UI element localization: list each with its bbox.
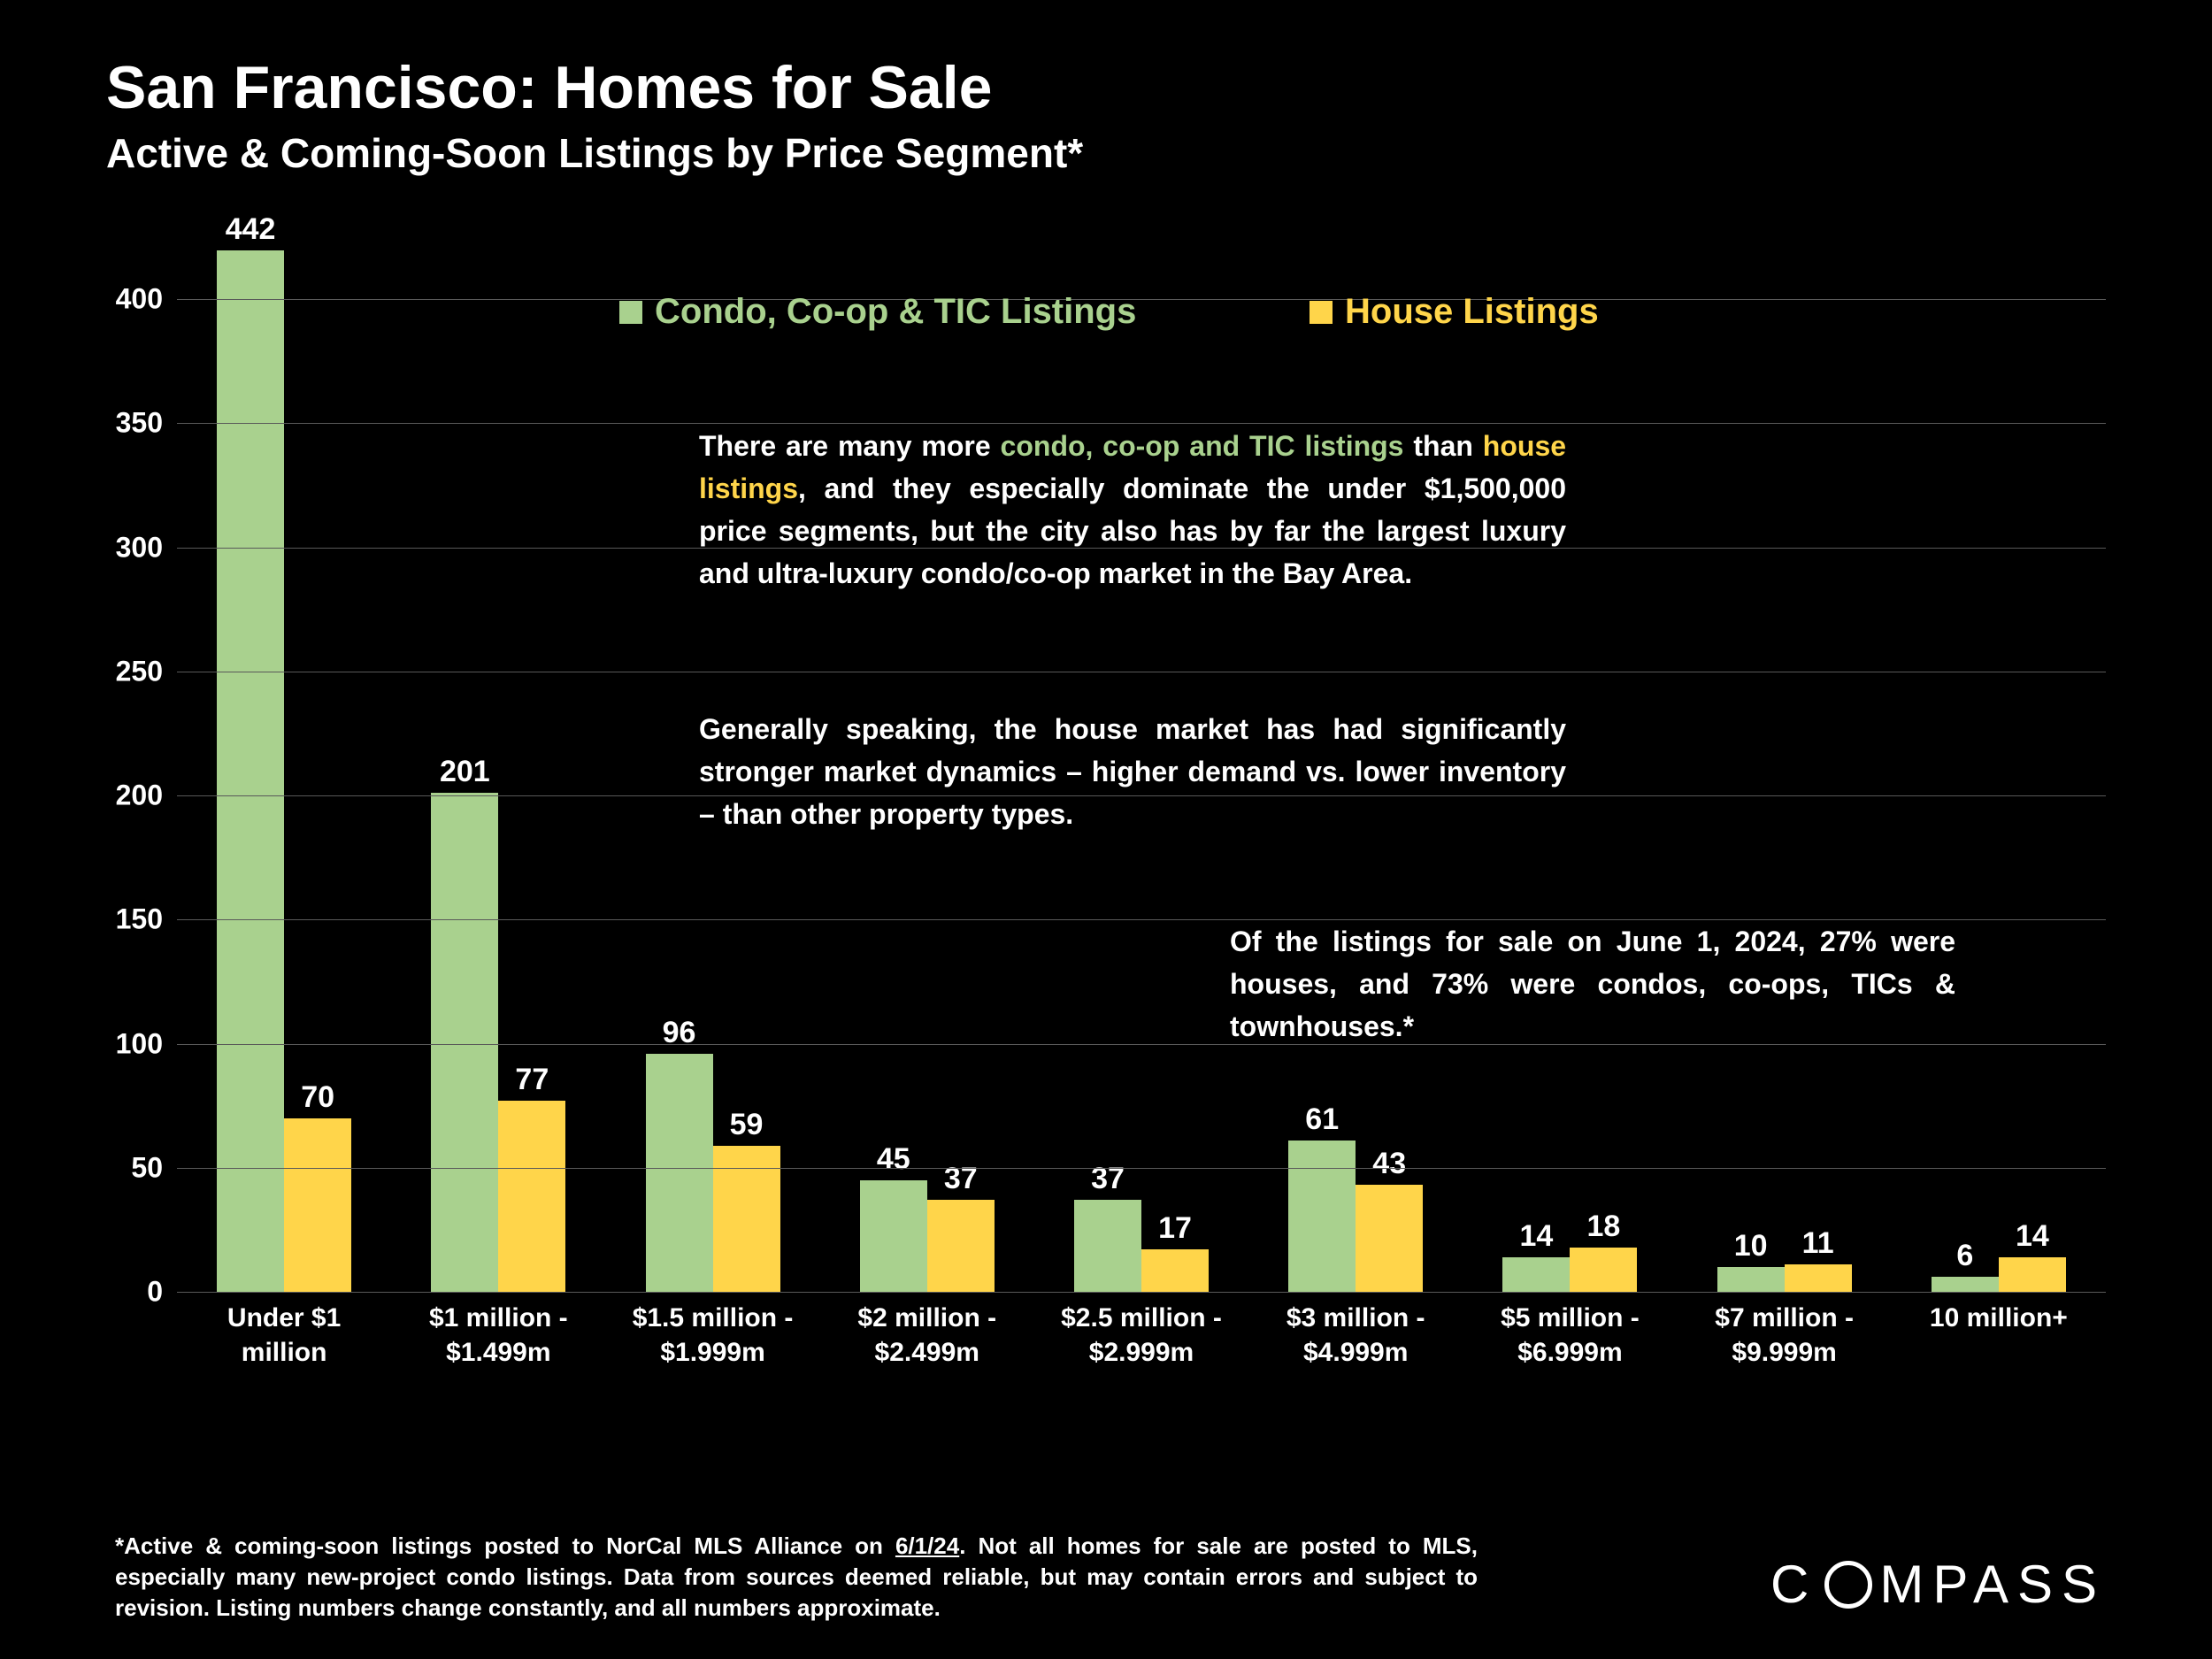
- x-tick-label: 10 million+: [1892, 1292, 2106, 1398]
- legend-label: House Listings: [1345, 292, 1599, 332]
- bar-value-label: 442: [226, 212, 276, 247]
- y-axis: 050100150200250300350400: [106, 212, 177, 1292]
- bar-value-label: 14: [1520, 1219, 1554, 1254]
- legend-label: Condo, Co-op & TIC Listings: [655, 292, 1136, 332]
- bar-wrap: 10: [1717, 212, 1785, 1292]
- annot-2: Generally speaking, the house market has…: [699, 708, 1566, 835]
- gridline: [177, 1168, 2106, 1169]
- slide-root: San Francisco: Homes for Sale Active & C…: [0, 0, 2212, 1659]
- bar: [1999, 1257, 2066, 1292]
- compass-logo: C MPASS: [1770, 1554, 2106, 1615]
- y-tick-label: 300: [116, 531, 163, 564]
- page-subtitle: Active & Coming-Soon Listings by Price S…: [106, 129, 2106, 177]
- bar: [498, 1101, 565, 1292]
- bar-value-label: 61: [1305, 1102, 1339, 1137]
- chart: 0 50 100 150 200 250 300 350 400 442 70 201 77 96 59 4…: [106, 212, 2106, 1398]
- annot-3: Of the listings for sale on June 1, 2024…: [1230, 920, 1955, 1048]
- bar-wrap: 6: [1932, 212, 1999, 1292]
- bar-value-label: 18: [1587, 1210, 1621, 1244]
- bar-wrap: 11: [1785, 212, 1852, 1292]
- bar: [217, 250, 284, 1292]
- plot-area: 4427020177965945373717614314181011614 Co…: [177, 212, 2106, 1292]
- y-tick-label: 100: [116, 1027, 163, 1060]
- bar-value-label: 96: [663, 1016, 696, 1050]
- bar-group: 6 14: [1892, 212, 2106, 1292]
- bar: [1785, 1264, 1852, 1292]
- bar-wrap: 442: [217, 212, 284, 1292]
- bar-value-label: 43: [1372, 1147, 1406, 1181]
- y-tick-label: 150: [116, 903, 163, 936]
- x-tick-label: Under $1million: [177, 1292, 391, 1398]
- bar: [1932, 1277, 1999, 1292]
- bar-value-label: 77: [515, 1063, 549, 1097]
- bar-group: 10 11: [1678, 212, 1892, 1292]
- x-tick-label: $2 million -$2.499m: [820, 1292, 1034, 1398]
- legend-swatch: [619, 301, 642, 324]
- x-tick-label: $3 million -$4.999m: [1248, 1292, 1463, 1398]
- logo-o-icon: [1824, 1561, 1872, 1609]
- legend-item: House Listings: [1310, 292, 1599, 332]
- y-tick-label: 250: [116, 655, 163, 687]
- bar-value-label: 201: [440, 755, 490, 789]
- bar-group: 201 77: [391, 212, 605, 1292]
- bar-wrap: 201: [431, 212, 498, 1292]
- bar-value-label: 10: [1734, 1229, 1768, 1263]
- bar-wrap: 77: [498, 212, 565, 1292]
- bar: [284, 1118, 351, 1292]
- bar: [1074, 1200, 1141, 1292]
- x-tick-label: $2.5 million -$2.999m: [1034, 1292, 1248, 1398]
- bar: [860, 1180, 927, 1292]
- page-title: San Francisco: Homes for Sale: [106, 53, 2106, 122]
- bar: [1570, 1248, 1637, 1292]
- x-axis: Under $1million$1 million -$1.499m$1.5 m…: [177, 1292, 2106, 1398]
- bar-value-label: 45: [877, 1142, 910, 1177]
- bar-value-label: 6: [1956, 1239, 1973, 1273]
- x-tick-label: $1 million -$1.499m: [391, 1292, 605, 1398]
- y-tick-label: 400: [116, 283, 163, 316]
- bar-value-label: 11: [1802, 1226, 1834, 1261]
- bar-wrap: 14: [1999, 212, 2066, 1292]
- bar-value-label: 70: [301, 1080, 334, 1115]
- y-tick-label: 0: [147, 1276, 163, 1309]
- bar: [1502, 1257, 1570, 1292]
- legend-swatch: [1310, 301, 1333, 324]
- bar: [646, 1054, 713, 1292]
- logo-rest: MPASS: [1879, 1554, 2106, 1615]
- bar: [1288, 1141, 1356, 1292]
- bar: [927, 1200, 995, 1292]
- bar: [1356, 1185, 1423, 1292]
- x-tick-label: $1.5 million -$1.999m: [605, 1292, 819, 1398]
- x-tick-label: $7 million -$9.999m: [1678, 1292, 1892, 1398]
- bar-wrap: 70: [284, 212, 351, 1292]
- bar: [1717, 1267, 1785, 1292]
- bar: [1141, 1249, 1209, 1292]
- x-tick-label: $5 million -$6.999m: [1463, 1292, 1677, 1398]
- gridline: [177, 299, 2106, 300]
- bar: [431, 793, 498, 1292]
- y-tick-label: 350: [116, 407, 163, 440]
- footnote: *Active & coming-soon listings posted to…: [115, 1531, 1478, 1624]
- legend-item: Condo, Co-op & TIC Listings: [619, 292, 1136, 332]
- logo-letter: C: [1770, 1554, 1817, 1615]
- y-tick-label: 50: [131, 1151, 163, 1184]
- bar-value-label: 59: [730, 1108, 764, 1142]
- annot-1: There are many more condo, co-op and TIC…: [699, 425, 1566, 595]
- y-tick-label: 200: [116, 780, 163, 812]
- bar-value-label: 17: [1158, 1211, 1192, 1246]
- bar-group: 442 70: [177, 212, 391, 1292]
- bar-value-label: 14: [2016, 1219, 2049, 1254]
- bar-wrap: 18: [1570, 212, 1637, 1292]
